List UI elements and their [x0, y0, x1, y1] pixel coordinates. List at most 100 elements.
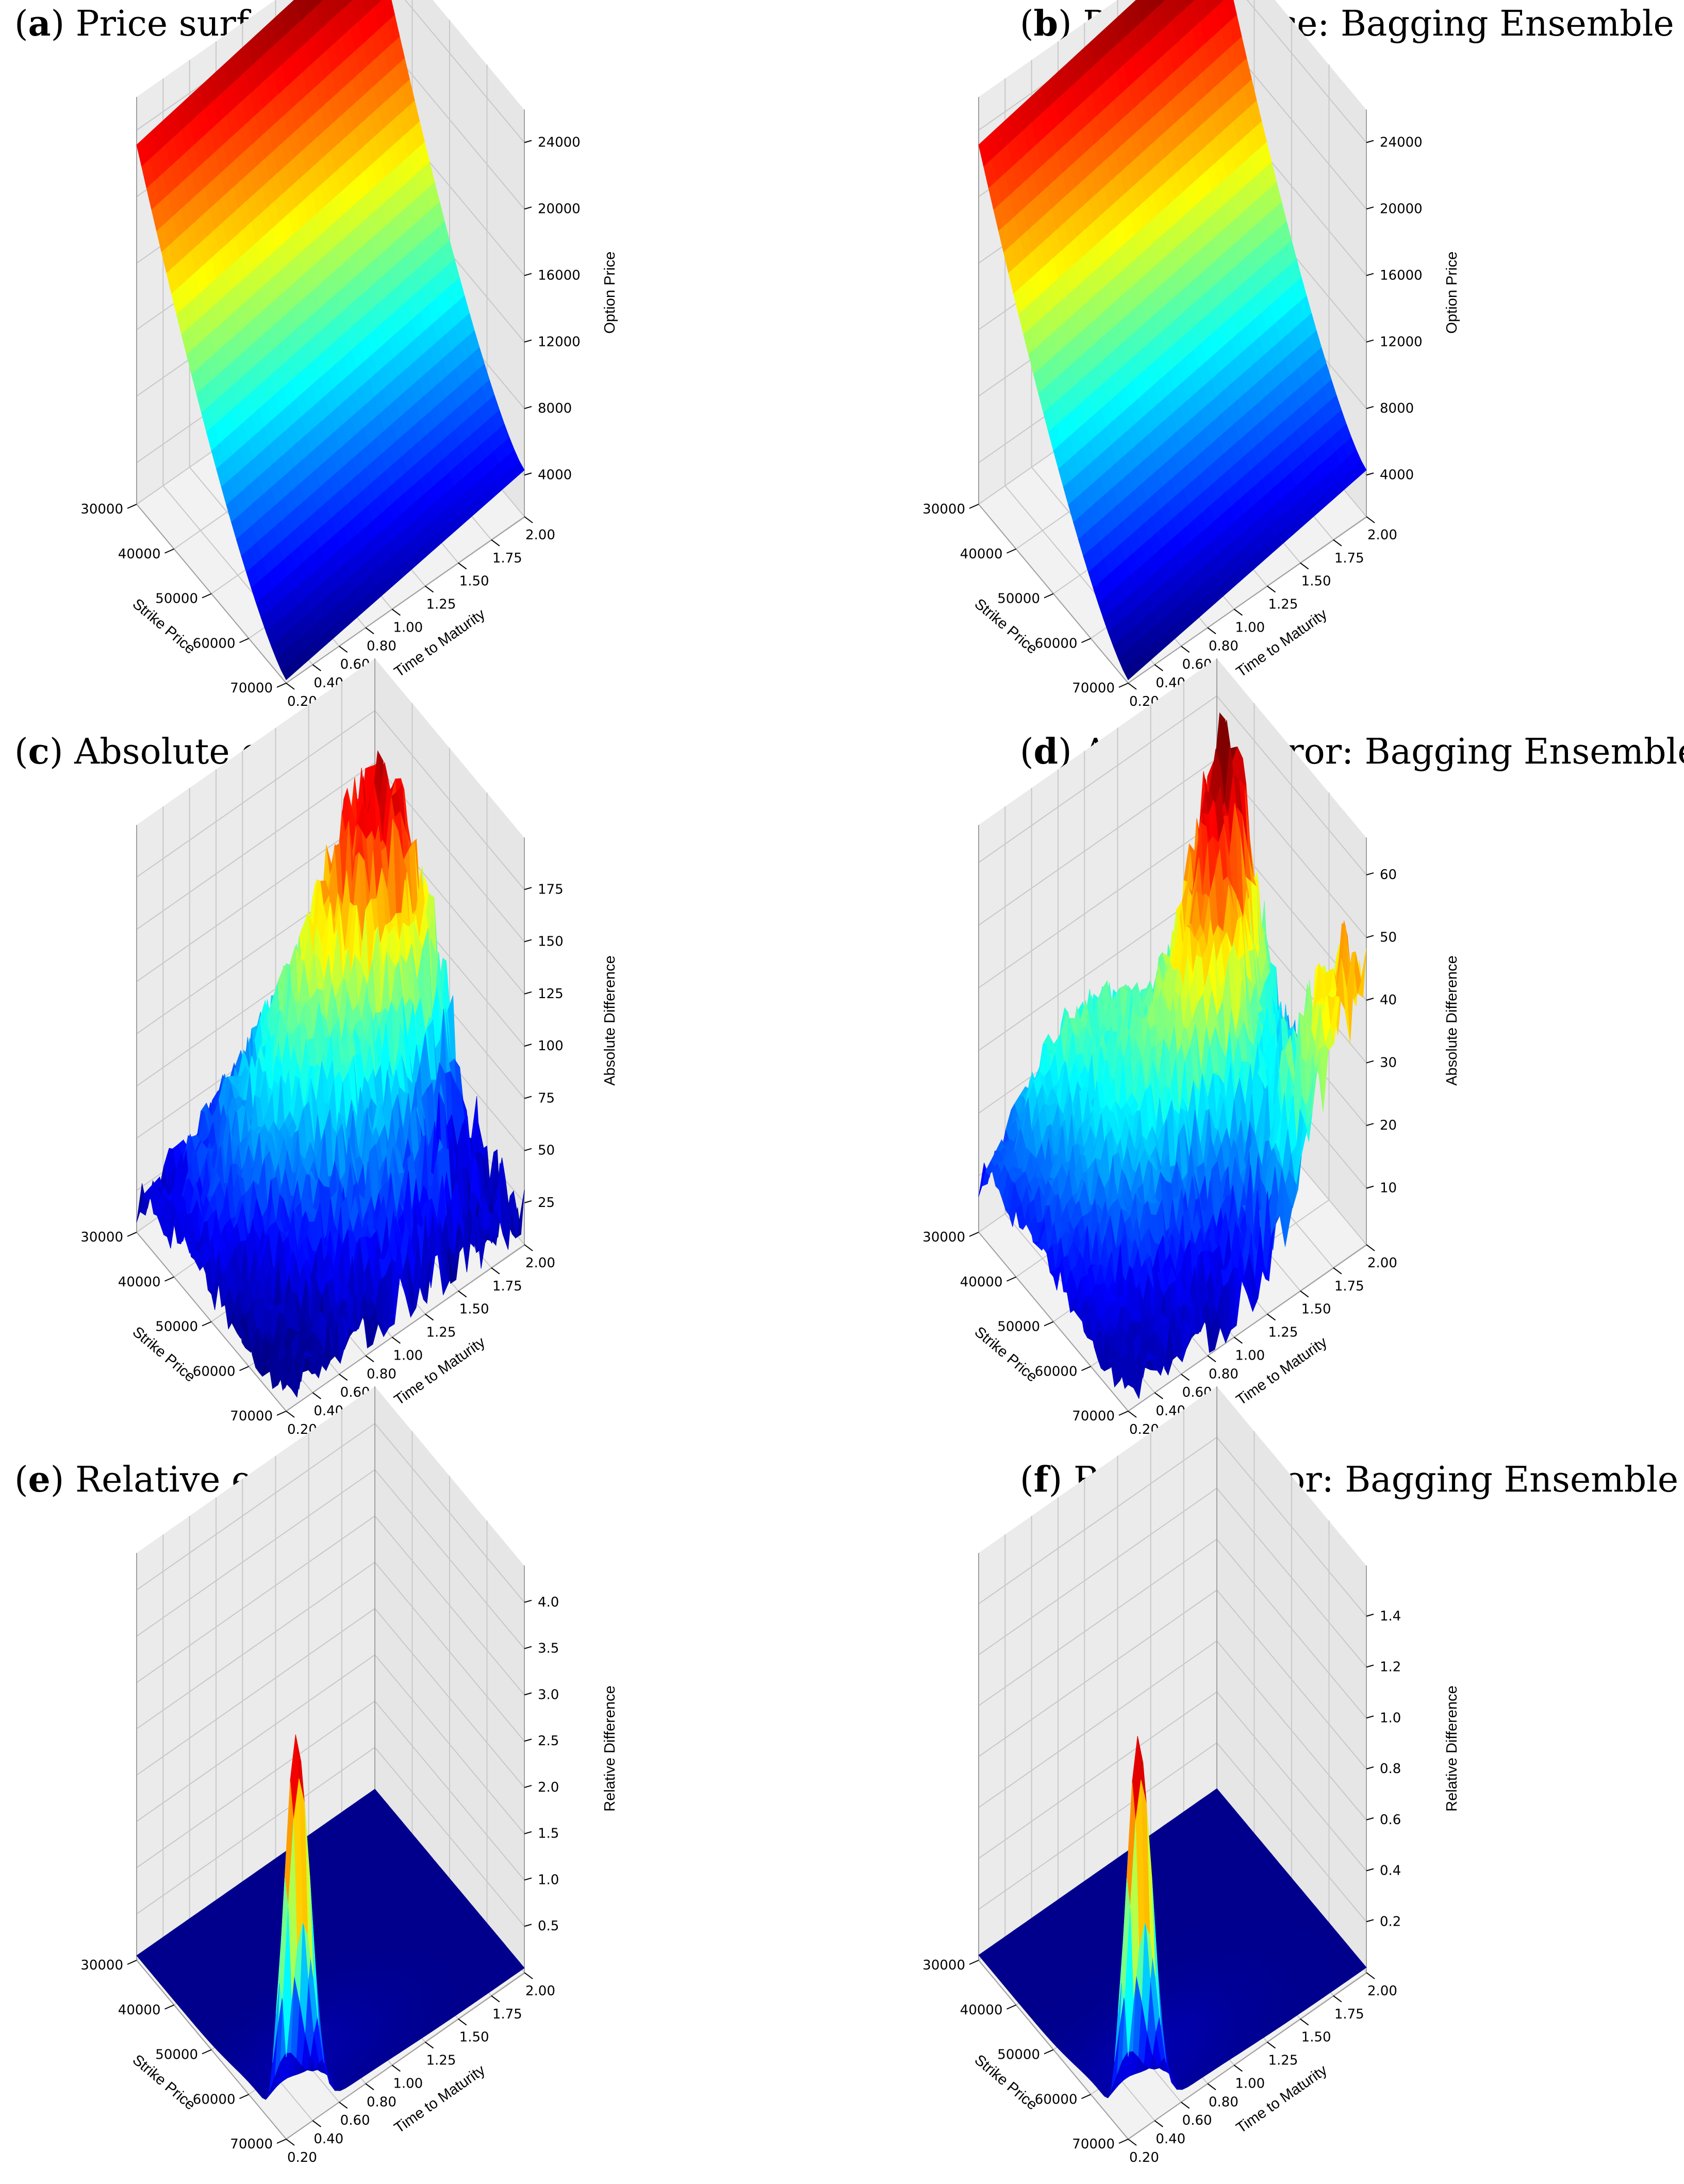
z-tick-mark [1366, 206, 1374, 210]
y-tick-mark [491, 539, 500, 547]
x-tick-label: 50000 [997, 591, 1040, 607]
absolute-error-ann-chart: 30000400005000060000700000.200.400.600.8… [80, 658, 618, 1437]
z-tick-mark [524, 1200, 532, 1203]
x-tick-mark [239, 1366, 249, 1371]
y-tick-mark [365, 627, 374, 635]
z-tick-mark [524, 991, 532, 995]
surface-patch [1122, 663, 1136, 681]
x-tick-label: 50000 [155, 591, 198, 607]
z-tick-mark [524, 887, 532, 890]
y-tick-mark [1333, 539, 1342, 547]
y-tick-mark [339, 646, 348, 653]
x-tick-mark [164, 548, 174, 554]
y-tick-mark [1128, 683, 1137, 690]
y-tick-label: 1.50 [459, 1302, 489, 1317]
z-tick-mark [524, 273, 532, 276]
y-tick-label: 0.80 [1209, 638, 1239, 654]
y-tick-label: 1.50 [1301, 574, 1331, 589]
y-tick-mark [365, 1355, 374, 1363]
tick-labels: 30000400005000060000700000.200.400.600.8… [922, 135, 1422, 709]
x-tick-label: 40000 [118, 547, 161, 562]
z-tick-mark [1366, 339, 1374, 343]
z-tick-mark [1366, 273, 1374, 276]
z-tick-mark [524, 472, 532, 476]
x-tick-mark [127, 504, 137, 509]
y-axis-label: Time to Maturity [1233, 606, 1330, 681]
x-tick-label: 70000 [230, 1409, 273, 1424]
y-tick-label: 1.75 [492, 551, 522, 566]
x-tick-mark [239, 638, 249, 643]
z-tick-mark [524, 339, 532, 343]
z-tick-label: 8000 [1380, 401, 1414, 416]
surface-patch [280, 663, 294, 681]
x-tick-label: 60000 [193, 636, 236, 651]
z-tick-mark [524, 406, 532, 409]
x-tick-label: 70000 [230, 681, 273, 696]
y-tick-mark [1154, 664, 1163, 671]
x-tick-mark [276, 683, 287, 688]
surface-patch [1185, 0, 1195, 8]
z-tick-mark [1366, 140, 1374, 143]
y-tick-mark [312, 664, 321, 671]
price-surface-ann-chart: 30000400005000060000700000.200.400.600.8… [80, 0, 618, 709]
z-tick-label: 50 [538, 1143, 555, 1159]
z-tick-label: 4000 [1380, 467, 1414, 483]
y-tick-label: 0.80 [367, 638, 397, 654]
x-tick-label: 30000 [80, 502, 123, 517]
x-tick-label: 30000 [80, 1230, 123, 1245]
z-tick-label: 20000 [538, 201, 581, 217]
x-tick-mark [127, 1232, 137, 1237]
y-tick-label: 1.50 [459, 574, 489, 589]
y-tick-label: 1.75 [1334, 551, 1364, 566]
x-tick-mark [1044, 593, 1054, 599]
y-tick-mark [1266, 585, 1276, 593]
panel-c: (c) Absolute error: ANN 3000040000500006… [0, 658, 842, 1456]
z-tick-mark [1366, 472, 1374, 476]
y-tick-mark [1366, 516, 1375, 523]
panel-b: (b) Price surface: Bagging Ensemble 3000… [842, 0, 1684, 728]
z-axis-label: Option Price [602, 252, 618, 334]
x-tick-mark [1006, 548, 1016, 554]
price-surface-bagging-chart: 30000400005000060000700000.200.400.600.8… [922, 0, 1460, 709]
tick-labels: 30000400005000060000700000.200.400.600.8… [80, 882, 563, 1437]
y-tick-label: 1.25 [426, 1325, 456, 1341]
y-tick-mark [391, 608, 401, 616]
z-tick-label: 12000 [538, 334, 581, 350]
x-tick-label: 40000 [118, 1275, 161, 1290]
y-tick-mark [1233, 608, 1243, 616]
z-tick-label: 8000 [538, 401, 572, 416]
y-tick-mark [491, 1267, 500, 1275]
x-tick-label: 50000 [155, 1319, 198, 1335]
y-tick-label: 1.25 [426, 597, 456, 613]
z-tick-mark [524, 206, 532, 210]
surface-patch [283, 1381, 292, 1391]
z-axis-label: Absolute Difference [602, 955, 618, 1086]
surface [136, 0, 525, 681]
x-tick-mark [1118, 683, 1129, 688]
z-tick-mark [524, 1096, 532, 1099]
y-tick-mark [458, 1290, 467, 1298]
y-tick-mark [339, 1374, 348, 1381]
z-tick-label: 24000 [1380, 135, 1423, 150]
z-tick-label: 75 [538, 1090, 555, 1106]
surface-patch [315, 0, 324, 7]
z-tick-label: 25 [538, 1195, 555, 1211]
surface [978, 0, 1367, 681]
z-tick-label: 175 [538, 882, 564, 897]
y-tick-label: 1.00 [1235, 620, 1265, 635]
x-tick-mark [276, 1411, 287, 1416]
z-tick-label: 16000 [1380, 268, 1423, 283]
x-tick-label: 30000 [922, 502, 965, 517]
z-tick-label: 16000 [538, 268, 581, 283]
x-tick-label: 40000 [960, 547, 1003, 562]
tick-labels: 30000400005000060000700000.200.400.600.8… [80, 135, 580, 709]
x-tick-label: 60000 [1035, 636, 1078, 651]
y-tick-mark [1300, 562, 1309, 570]
y-tick-label: 0.80 [367, 1366, 397, 1382]
y-tick-label: 1.00 [393, 1348, 423, 1363]
y-tick-label: 2.00 [1367, 527, 1397, 543]
y-tick-label: 1.75 [492, 1279, 522, 1294]
x-tick-mark [202, 1321, 212, 1327]
surface-patch [343, 0, 353, 8]
z-tick-label: 100 [538, 1038, 564, 1054]
